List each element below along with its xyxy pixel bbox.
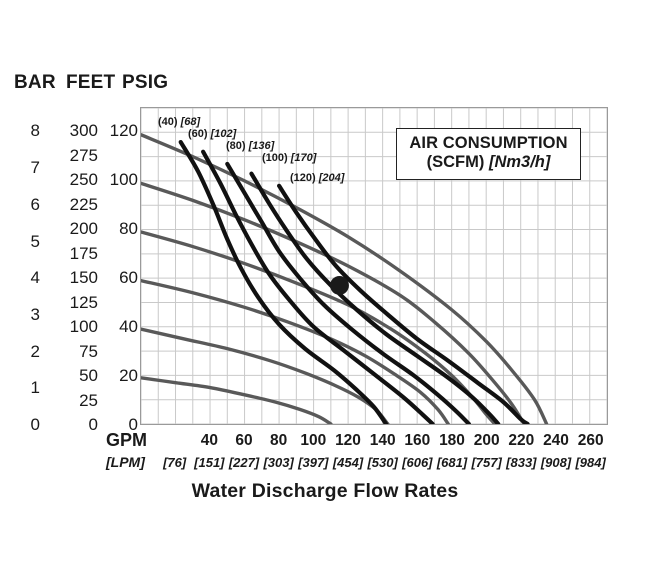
curve-label-scfm-2: (80): [226, 140, 246, 152]
tick-gpm-120: 120: [335, 432, 361, 449]
legend-box: AIR CONSUMPTION (SCFM) [Nm3/h]: [396, 128, 581, 180]
tick-feet-175: 175: [69, 243, 98, 263]
legend-line-1: AIR CONSUMPTION: [409, 134, 568, 152]
curve-pressure-3: [141, 278, 450, 424]
tick-psig-20: 20: [119, 366, 138, 386]
tick-bar-6: 6: [30, 194, 40, 214]
tick-gpm-160: 160: [404, 432, 431, 449]
operating-point-marker: [330, 276, 349, 295]
tick-gpm-100: 100: [300, 432, 327, 449]
tick-lpm-12: [984]: [575, 455, 606, 470]
curve-pressure-4: [141, 327, 390, 424]
tick-gpm-80: 80: [270, 432, 288, 449]
tick-feet-125: 125: [69, 292, 98, 312]
curve-label-nm3h-2: [136]: [248, 140, 275, 152]
tick-lpm-4: [397]: [298, 455, 329, 470]
curve-label-scfm-3: (100): [262, 152, 288, 164]
tick-feet-50: 50: [79, 366, 98, 386]
tick-gpm-60: 60: [235, 432, 253, 449]
tick-gpm-40: 40: [200, 432, 218, 449]
curve-label-scfm-1: (60): [188, 128, 208, 140]
tick-psig-100: 100: [109, 170, 138, 190]
tick-feet-100: 100: [69, 317, 98, 337]
tick-bar-8: 8: [30, 121, 40, 141]
tick-bar-3: 3: [30, 304, 40, 324]
tick-psig-60: 60: [119, 268, 138, 288]
tick-lpm-9: [757]: [471, 455, 502, 470]
curve-air-10: [276, 183, 530, 424]
axis-header-bar: BAR: [14, 72, 56, 93]
tick-bar-2: 2: [30, 341, 40, 361]
tick-psig-40: 40: [119, 317, 138, 337]
tick-gpm-180: 180: [439, 432, 465, 449]
chart-footer-title: Water Discharge Flow Rates: [191, 480, 459, 502]
tick-lpm-10: [833]: [506, 455, 537, 470]
tick-lpm-3: [303]: [263, 455, 294, 470]
tick-bar-1: 1: [30, 378, 40, 398]
curve-label-4: (120) [204]: [290, 172, 344, 184]
curve-label-scfm-0: (40): [158, 116, 178, 128]
curve-label-0: (40) [68]: [158, 116, 200, 128]
tick-lpm-6: [530]: [367, 455, 398, 470]
curve-label-scfm-4: (120): [290, 172, 316, 184]
legend-scfm: (SCFM): [426, 153, 485, 172]
tick-lpm-11: [908]: [540, 455, 572, 470]
tick-gpm-140: 140: [369, 432, 396, 449]
axis-header-feet: FEET: [66, 72, 116, 93]
curve-label-nm3h-0: [68]: [180, 116, 201, 128]
tick-feet-275: 275: [69, 145, 98, 165]
x-axis-label-lpm: [LPM]: [106, 454, 145, 470]
curve-pressure-1: [141, 181, 526, 424]
curve-label-3: (100) [170]: [262, 152, 316, 164]
tick-feet-300: 300: [69, 121, 98, 141]
legend-line-2: (SCFM) [Nm3/h]: [401, 153, 576, 172]
curve-pressure-5: [141, 376, 333, 424]
tick-feet-150: 150: [69, 268, 98, 288]
tick-gpm-220: 220: [508, 432, 535, 449]
tick-feet-200: 200: [69, 219, 98, 239]
curve-air-7: [201, 149, 435, 424]
tick-feet-0: 0: [88, 415, 98, 434]
tick-feet-25: 25: [79, 390, 98, 410]
tick-bar-7: 7: [30, 158, 40, 178]
tick-lpm-5: [454]: [332, 455, 364, 470]
curve-label-nm3h-3: [170]: [290, 152, 317, 164]
curve-air-6: [178, 139, 389, 424]
tick-feet-225: 225: [69, 194, 98, 214]
x-axis-label-gpm: GPM: [106, 430, 148, 450]
tick-lpm-8: [681]: [436, 455, 468, 470]
tick-feet-75: 75: [79, 341, 98, 361]
curve-air-9: [249, 171, 501, 424]
tick-psig-80: 80: [119, 219, 138, 239]
tick-gpm-200: 200: [473, 432, 500, 449]
tick-bar-4: 4: [30, 268, 40, 288]
tick-lpm-0: [76]: [163, 455, 187, 470]
curve-label-2: (80) [136]: [226, 140, 274, 152]
tick-lpm-2: [227]: [228, 455, 260, 470]
tick-gpm-240: 240: [543, 432, 569, 449]
tick-psig-120: 120: [109, 121, 138, 141]
legend-nm3h: [Nm3/h]: [488, 153, 551, 172]
curve-pressure-0: [141, 133, 549, 424]
tick-bar-0: 0: [30, 415, 40, 434]
tick-lpm-1: [151]: [194, 455, 225, 470]
curve-label-1: (60) [102]: [188, 128, 236, 140]
tick-gpm-260: 260: [577, 432, 604, 449]
curve-layer: [141, 133, 549, 424]
tick-psig-0: 0: [128, 415, 138, 434]
tick-bar-5: 5: [30, 231, 40, 251]
curve-label-nm3h-4: [204]: [318, 172, 345, 184]
curve-label-nm3h-1: [102]: [210, 128, 237, 140]
axis-header-psig: PSIG: [122, 72, 169, 93]
tick-feet-250: 250: [69, 170, 98, 190]
plot-area: [140, 107, 608, 425]
curve-air-8: [225, 161, 472, 424]
tick-lpm-7: [606]: [402, 455, 433, 470]
